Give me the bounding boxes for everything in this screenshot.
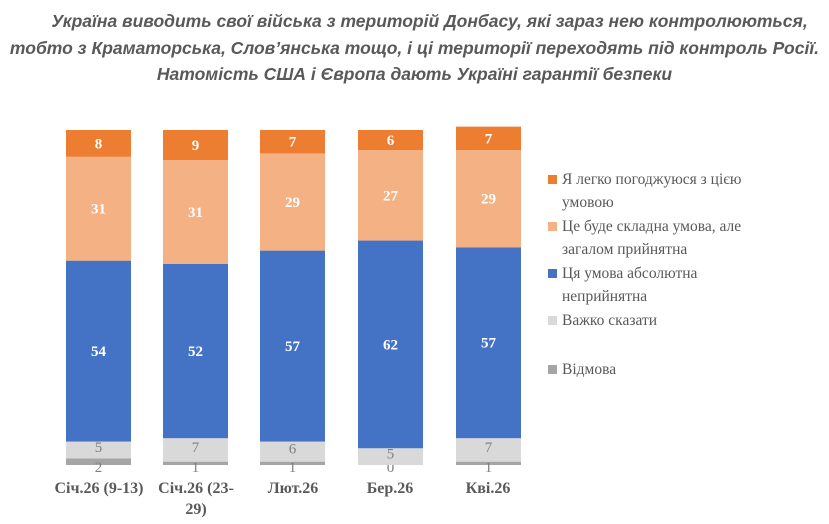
bar-segment: [260, 250, 325, 442]
data-label: 1: [192, 460, 200, 476]
data-label: 29: [285, 195, 300, 211]
bar-segment: [358, 448, 423, 465]
data-label: 6: [387, 133, 395, 149]
category-label: Січ.26 (9-13): [54, 480, 144, 497]
data-label: 57: [285, 339, 301, 355]
data-label: 8: [95, 136, 103, 152]
data-label: 7: [485, 131, 493, 147]
bar-segment: [358, 150, 423, 241]
data-label: 31: [91, 202, 106, 218]
bar-segment: [66, 260, 131, 442]
title-line-2: тобто з Краматорська, Слов’янська тощо, …: [9, 37, 820, 58]
bar-segment: [260, 461, 325, 465]
data-label: 57: [481, 336, 497, 352]
bar-segment: [66, 441, 131, 459]
legend-label: Важко сказати: [562, 312, 658, 329]
bar-segment: [66, 458, 131, 465]
data-label: 5: [95, 440, 103, 456]
legend-label-cont: неприйнятна: [562, 288, 648, 305]
legend-swatch: [548, 269, 557, 278]
bar-segment: [358, 240, 423, 449]
data-label: 1: [289, 460, 297, 476]
legend-label-cont: умовою: [562, 194, 614, 211]
bar-segment: [456, 150, 521, 248]
data-label: 2: [95, 460, 103, 476]
bar-segment: [163, 160, 228, 264]
legend-item-hard-to-say: Важко сказати: [548, 309, 657, 332]
bar-segment: [163, 130, 228, 161]
category-label: Лют.26: [267, 480, 319, 497]
data-label: 29: [481, 192, 496, 208]
legend-item-unacceptable: Ця умова абсолютна неприйнятна: [548, 262, 697, 308]
data-label: 9: [192, 138, 200, 154]
data-label: 1: [485, 460, 493, 476]
bar-segment: [66, 156, 131, 261]
bar-segment: [66, 130, 131, 157]
bar-segment: [358, 130, 423, 151]
bar-segment: [456, 126, 521, 151]
legend-label: Ця умова абсолютна: [562, 265, 698, 282]
legend-swatch: [548, 175, 557, 184]
bar-segment: [163, 461, 228, 465]
title-line-3: Натомість США і Європа дають Україні гар…: [156, 64, 673, 84]
legend-label: Відмова: [562, 361, 617, 378]
bar-segment: [456, 247, 521, 439]
category-label: Бер.26: [366, 480, 414, 497]
chart-title: Україна виводить свої війська з територі…: [0, 8, 829, 88]
bar-segment: [456, 438, 521, 462]
data-label: 62: [383, 337, 398, 353]
legend-label: Я легко погоджуюся з цією: [562, 171, 742, 188]
bar-segment: [260, 441, 325, 462]
data-label: 7: [289, 135, 297, 151]
category-label: Кві.26: [465, 480, 511, 497]
bar-segment: [260, 130, 325, 154]
bar-segment: [163, 438, 228, 462]
data-label: 52: [188, 344, 203, 360]
legend-item-refusal: Відмова: [548, 358, 616, 381]
legend-swatch: [548, 316, 557, 325]
data-label: 7: [192, 440, 200, 456]
legend-item-easily-agree: Я легко погоджуюся з цією умовою: [548, 168, 742, 214]
data-label: 5: [387, 447, 395, 463]
category-label: Січ.26 (23- 29): [158, 480, 234, 518]
bar-segment: [163, 264, 228, 439]
legend-label-cont: загалом прийнятна: [562, 241, 688, 258]
bar-segment: [260, 153, 325, 251]
data-label: 31: [188, 205, 203, 221]
legend-label: Це буде складна умова, але: [562, 218, 742, 235]
data-label: 27: [383, 188, 399, 204]
bar-segment: [456, 461, 521, 465]
legend-swatch: [548, 222, 557, 231]
legend-swatch: [548, 365, 557, 374]
data-label: 7: [485, 440, 493, 456]
title-line-1: Україна виводить свої війська з територі…: [51, 11, 808, 31]
data-label: 0: [387, 460, 395, 476]
data-label: 6: [289, 442, 297, 458]
data-label: 54: [91, 344, 107, 360]
legend-item-difficult-acceptable: Це буде складна умова, але загалом прийня…: [548, 215, 741, 261]
